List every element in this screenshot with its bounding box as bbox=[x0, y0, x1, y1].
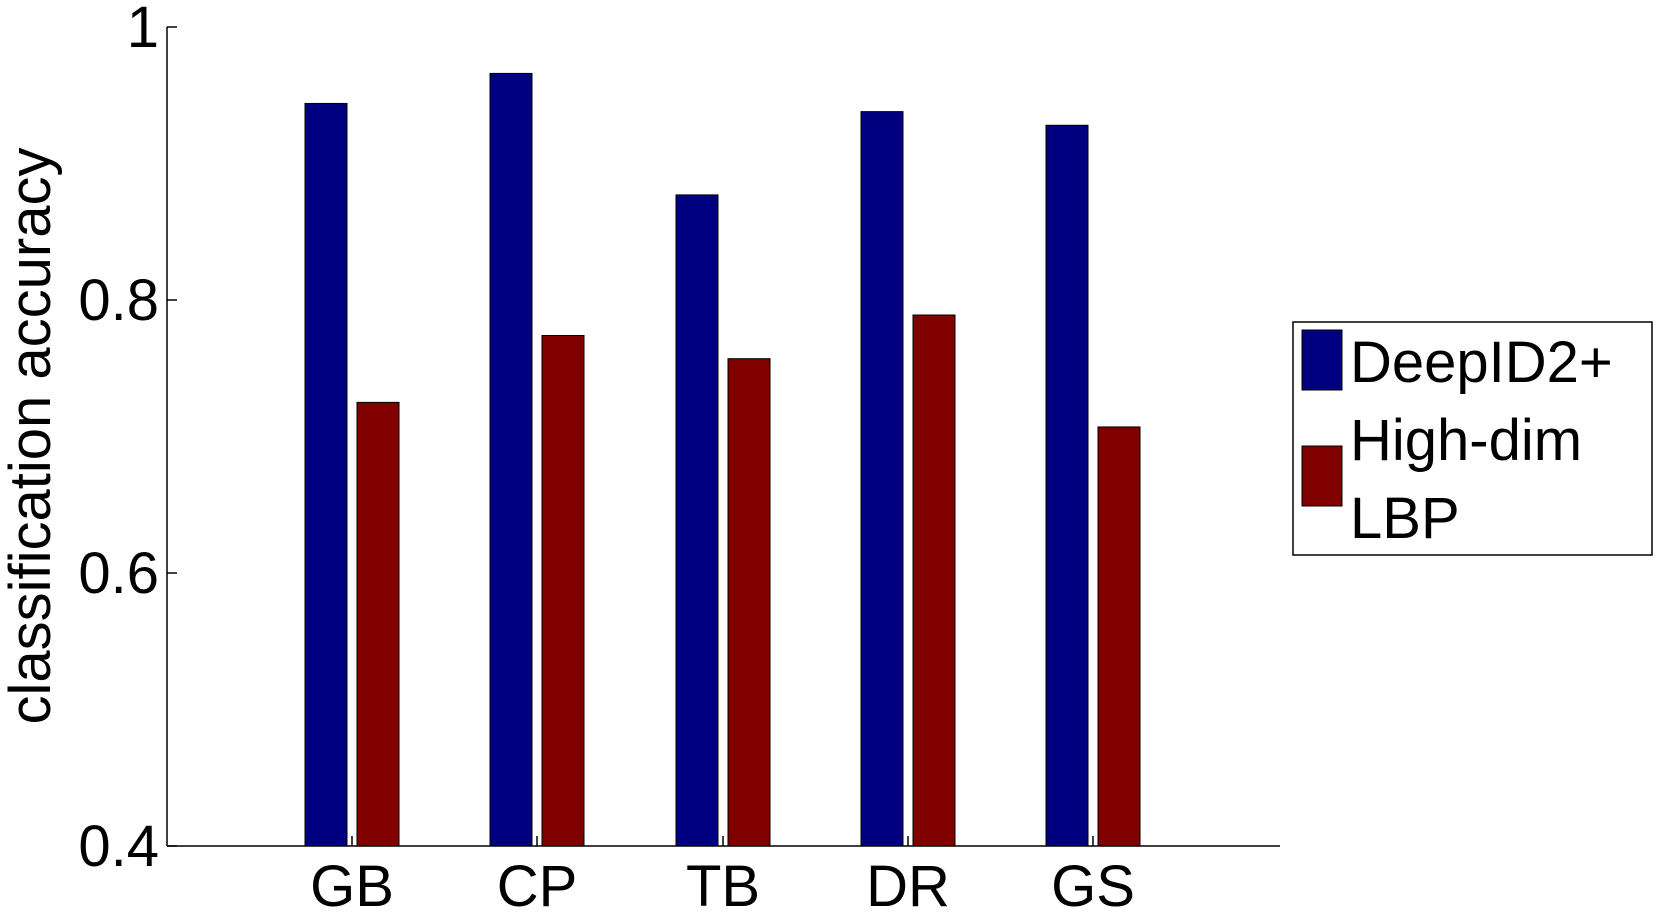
x-tick-label: GB bbox=[310, 854, 394, 912]
bar-deepid2plus-gb bbox=[304, 102, 348, 847]
legend-label: DeepID2+ bbox=[1350, 330, 1613, 395]
legend-label: LBP bbox=[1350, 486, 1460, 551]
legend-swatch bbox=[1301, 329, 1343, 391]
legend: DeepID2+ High-dim LBP bbox=[1292, 321, 1653, 556]
bar-deepid2plus-gs bbox=[1045, 124, 1089, 847]
x-ticks: GB CP TB DR GS bbox=[310, 836, 1135, 912]
bar-high-dim-lbp-gb bbox=[356, 401, 400, 847]
bar-deepid2plus-dr bbox=[860, 111, 904, 847]
x-tick-label: GS bbox=[1051, 854, 1135, 912]
bar-high-dim-lbp-cp bbox=[541, 334, 585, 847]
bar-high-dim-lbp-tb bbox=[727, 358, 771, 847]
bar-high-dim-lbp-gs bbox=[1097, 426, 1141, 847]
x-tick-label: TB bbox=[686, 854, 760, 912]
bar-deepid2plus-tb bbox=[675, 194, 719, 847]
y-tick-label: 1 bbox=[127, 0, 159, 60]
y-ticks: 0.4 0.6 0.8 1 bbox=[78, 0, 177, 879]
legend-swatch bbox=[1301, 445, 1343, 507]
x-tick-label: DR bbox=[866, 854, 950, 912]
legend-label: High-dim bbox=[1350, 408, 1582, 473]
bar-high-dim-lbp-dr bbox=[912, 314, 956, 847]
y-tick-label: 0.4 bbox=[78, 814, 159, 879]
y-axis-label: classification accuracy bbox=[0, 148, 63, 725]
bars bbox=[304, 72, 1141, 847]
y-tick-label: 0.8 bbox=[78, 268, 159, 333]
legend-box bbox=[1292, 321, 1653, 556]
x-tick-label: CP bbox=[497, 854, 578, 912]
bar-deepid2plus-cp bbox=[489, 72, 533, 847]
y-tick-label: 0.6 bbox=[78, 541, 159, 606]
